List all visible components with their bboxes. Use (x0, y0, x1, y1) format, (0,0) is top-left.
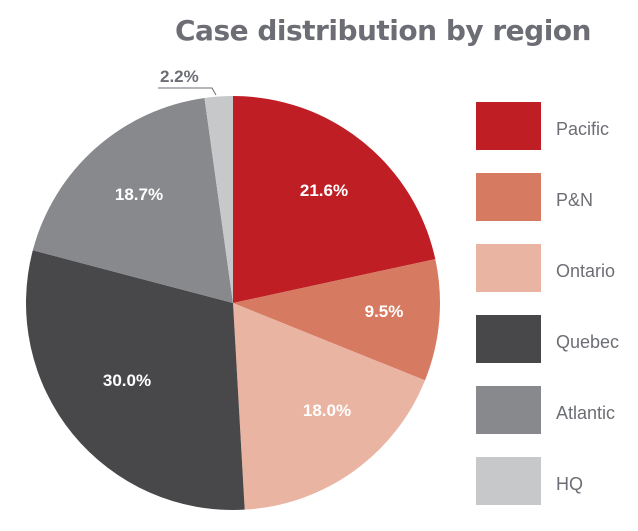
slice-labels: 21.6% 9.5% 18.0% 30.0% 18.7% (103, 181, 403, 420)
legend-swatch (476, 173, 541, 221)
legend-item-ontario: Ontario (476, 244, 636, 292)
slice-label-ontario: 18.0% (303, 401, 351, 420)
legend-item-hq: HQ (476, 457, 636, 505)
legend-swatch (476, 315, 541, 363)
legend-label: Atlantic (556, 403, 616, 423)
legend-item-atlantic: Atlantic (476, 386, 636, 434)
legend-swatch (476, 102, 541, 150)
legend-label: Pacific (556, 119, 610, 139)
slice-label-pacific: 21.6% (300, 181, 348, 200)
legend-label: Quebec (556, 332, 620, 352)
pie-slices (25, 96, 440, 511)
legend-swatch (476, 457, 541, 505)
pie-slice-pacific (233, 96, 436, 303)
slice-label-quebec: 30.0% (103, 371, 151, 390)
chart-title: Case distribution by region (175, 14, 591, 47)
legend-swatch (476, 386, 541, 434)
legend-item-pn: P&N (476, 173, 636, 221)
legend-item-quebec: Quebec (476, 315, 636, 363)
pie-slice-ontario (233, 303, 425, 510)
legend-item-pacific: Pacific (476, 102, 636, 150)
slice-label-atlantic: 18.7% (115, 185, 163, 204)
pie-slice-pn (233, 259, 440, 381)
pie-slice-quebec (25, 250, 245, 511)
legend-label: Ontario (556, 261, 616, 281)
pie-slice-hq (204, 96, 233, 303)
pie-slice-atlantic (32, 97, 234, 303)
legend-label: HQ (556, 474, 583, 494)
legend-label: P&N (556, 190, 594, 210)
slice-label-hq: 2.2% (160, 67, 199, 86)
legend-swatch (476, 244, 541, 292)
callout-line (158, 87, 217, 96)
hq-callout: 2.2% (158, 67, 217, 96)
slice-label-pn: 9.5% (365, 302, 404, 321)
